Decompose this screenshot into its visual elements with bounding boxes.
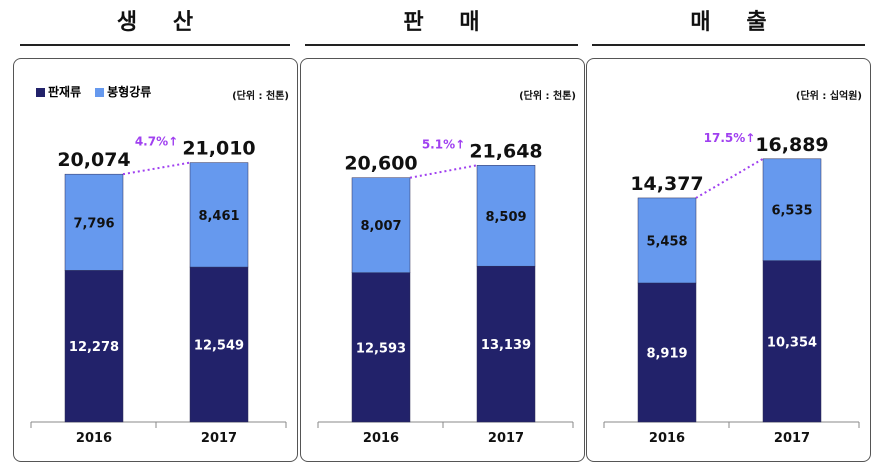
total-value-label: 20,074 bbox=[57, 149, 130, 171]
title-sales: 판 매 bbox=[403, 10, 494, 35]
category-label: 2016 bbox=[76, 431, 112, 446]
chart-panel-production: 판재류 봉형강류 (단위 : 천톤) 12,278 7,796 20,074 2016… bbox=[13, 58, 298, 462]
chart-panel-sales: (단위 : 천톤) 12,593 8,007 20,600 2016 13,139 8,5… bbox=[300, 58, 585, 462]
segment-value-label: 8,461 bbox=[198, 209, 239, 224]
bar-segment-plate bbox=[64, 270, 124, 423]
segment-value-label: 8,509 bbox=[485, 210, 526, 225]
bar-segment-bar-steel bbox=[351, 177, 411, 273]
segment-value-label: 7,796 bbox=[73, 216, 114, 231]
title-underline bbox=[592, 44, 865, 46]
chart-svg: 12,593 8,007 20,600 2016 13,139 8,509 21,648 20… bbox=[317, 137, 574, 446]
segment-value-label: 12,278 bbox=[69, 340, 119, 355]
bar-segment-bar-steel bbox=[476, 165, 536, 267]
bar-segment-bar-steel bbox=[64, 173, 124, 271]
growth-rate-label: 5.1%↑ bbox=[422, 137, 465, 151]
segment-value-label: 5,458 bbox=[646, 234, 687, 249]
legend-label: 봉형강류 bbox=[107, 85, 152, 99]
bar-segment-plate bbox=[476, 265, 536, 423]
growth-rate-label: 4.7%↑ bbox=[135, 135, 178, 149]
chart-svg: 8,919 5,458 14,377 2016 10,354 6,535 16,889 201… bbox=[603, 131, 860, 446]
segment-value-label: 10,354 bbox=[767, 335, 817, 350]
total-value-label: 20,600 bbox=[344, 153, 417, 175]
legend-swatch bbox=[36, 88, 45, 97]
title-revenue: 매 출 bbox=[690, 10, 781, 35]
chart-panel-revenue: (단위 : 십억원) 8,919 5,458 14,377 2016 10,354 6,5… bbox=[586, 58, 871, 462]
category-label: 2017 bbox=[201, 431, 237, 446]
growth-dotted-line bbox=[122, 161, 191, 176]
growth-dotted-line bbox=[409, 164, 478, 179]
bar-segment-plate bbox=[189, 266, 249, 423]
unit-label: (단위 : 천톤) bbox=[232, 91, 289, 102]
legend-label: 판재류 bbox=[48, 85, 82, 99]
total-value-label: 16,889 bbox=[755, 134, 828, 156]
unit-label: (단위 : 천톤) bbox=[519, 91, 576, 102]
total-value-label: 14,377 bbox=[630, 173, 703, 195]
segment-value-label: 13,139 bbox=[481, 338, 531, 353]
legend-item-plate: 판재류 bbox=[36, 83, 81, 100]
category-label: 2016 bbox=[649, 431, 685, 446]
title-production: 생 산 bbox=[116, 10, 208, 35]
bar-segment-plate bbox=[637, 282, 697, 423]
category-label: 2017 bbox=[774, 431, 810, 446]
title-underline bbox=[305, 44, 578, 46]
total-value-label: 21,010 bbox=[182, 138, 255, 160]
segment-value-label: 6,535 bbox=[771, 204, 812, 219]
bar-segment-bar-steel bbox=[762, 158, 822, 261]
legend-item-bar: 봉형강류 bbox=[95, 83, 151, 100]
bar-segment-plate bbox=[762, 260, 822, 423]
segment-value-label: 8,007 bbox=[360, 219, 401, 234]
bar-segment-plate bbox=[351, 272, 411, 423]
category-label: 2017 bbox=[488, 431, 524, 446]
category-label: 2016 bbox=[363, 431, 399, 446]
legend-swatch bbox=[95, 88, 105, 97]
growth-dotted-line bbox=[695, 157, 764, 199]
segment-value-label: 12,593 bbox=[356, 341, 406, 356]
bar-segment-bar-steel bbox=[637, 197, 697, 284]
total-value-label: 21,648 bbox=[469, 140, 542, 162]
segment-value-label: 8,919 bbox=[646, 347, 687, 362]
title-underline bbox=[20, 44, 290, 46]
legend: 판재류 봉형강류 bbox=[36, 83, 151, 100]
growth-rate-label: 17.5%↑ bbox=[704, 131, 756, 145]
chart-svg: 12,278 7,796 20,074 2016 12,549 8,461 21,010 20… bbox=[30, 135, 287, 446]
bar-segment-bar-steel bbox=[189, 162, 249, 268]
segment-value-label: 12,549 bbox=[194, 339, 244, 354]
unit-label: (단위 : 십억원) bbox=[795, 91, 862, 102]
